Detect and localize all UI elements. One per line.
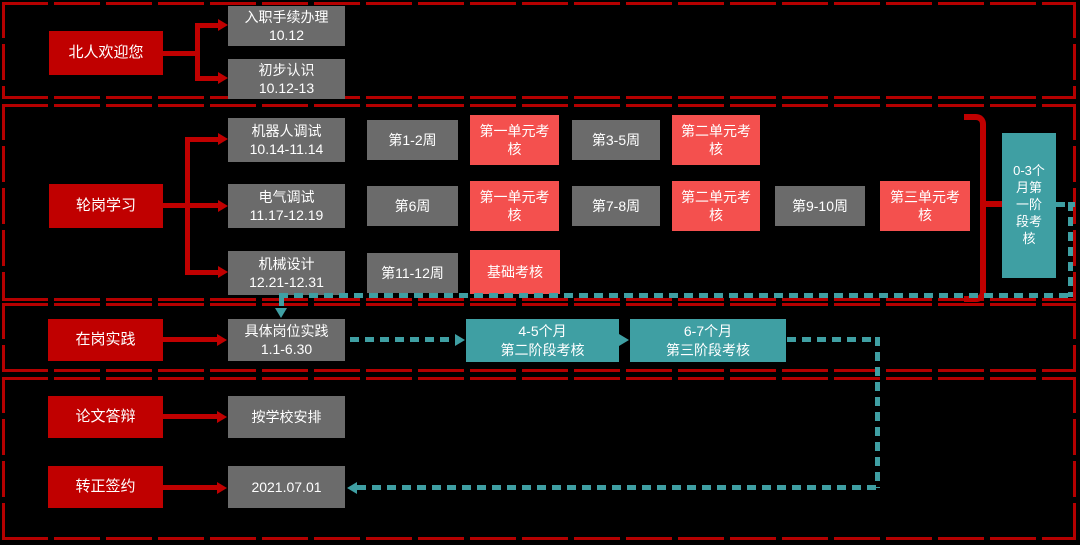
- course-electric-box: 电气调试 11.17-12.19: [228, 184, 345, 228]
- onboarding-box: 入职手续办理 10.12: [228, 6, 345, 46]
- contract-box: 转正签约: [48, 466, 163, 508]
- stage1-dashed-connector: [1056, 202, 1075, 207]
- stage1-assessment-box: 0-3个月第一阶段考核: [1002, 133, 1056, 278]
- week-9-10-box: 第9-10周: [775, 186, 865, 226]
- bracket-stem-line: [984, 201, 1002, 207]
- week-11-12-box: 第11-12周: [367, 253, 458, 293]
- rotation-branch-row3-line: [185, 270, 218, 275]
- school-schedule-box: 按学校安排: [228, 396, 345, 438]
- week-1-2-box: 第1-2周: [367, 120, 458, 160]
- unit1-exam-row2-box: 第一单元考核: [470, 181, 559, 231]
- rotation-branch-row2-line: [190, 203, 218, 208]
- rotation-connector-line: [163, 203, 188, 208]
- stage3-dashed-connector: [357, 485, 880, 490]
- section-frame-welcome: [2, 2, 1076, 99]
- unit2-exam-row1-box: 第二单元考核: [672, 115, 760, 165]
- onboarding-date: 10.12: [268, 27, 305, 43]
- section-frame-final: [2, 377, 1076, 540]
- course-robot-dates: 10.14-11.14: [249, 141, 324, 157]
- arrowhead-right-icon: [455, 334, 465, 346]
- unit1-exam-row1-box: 第一单元考核: [470, 115, 559, 165]
- job-practice-label: 具体岗位实践: [244, 322, 329, 339]
- arrowhead-right-icon: [218, 72, 228, 84]
- stage1-dashed-connector: [279, 297, 284, 308]
- week-3-5-box: 第3-5周: [572, 120, 660, 160]
- course-robot-label: 机器人调试: [251, 122, 322, 139]
- practice-connector-line: [163, 337, 217, 342]
- course-mechanical-label: 机械设计: [258, 255, 315, 272]
- arrowhead-down-icon: [275, 308, 287, 318]
- arrowhead-right-icon: [218, 133, 228, 145]
- course-electric-dates: 11.17-12.19: [249, 207, 324, 223]
- contract-date-box: 2021.07.01: [228, 466, 345, 508]
- rotation-label: 轮岗学习: [75, 197, 136, 215]
- arrowhead-right-icon: [217, 482, 227, 494]
- welcome-box: 北人欢迎您: [49, 31, 163, 75]
- rotation-branch-line: [185, 137, 190, 275]
- stage3-dashed-connector: [875, 337, 880, 488]
- practice-box: 在岗实践: [48, 319, 163, 361]
- arrowhead-left-icon: [347, 482, 357, 494]
- week-7-8-box: 第7-8周: [572, 186, 660, 226]
- arrowhead-right-icon: [218, 200, 228, 212]
- stage3-assessment-box: 6-7个月 第三阶段考核: [630, 319, 786, 362]
- rotation-bracket: [964, 114, 986, 302]
- contract-label: 转正签约: [75, 478, 136, 496]
- stage1-dashed-connector: [1068, 202, 1073, 297]
- rotation-branch-row1-line: [185, 137, 218, 142]
- intro-date: 10.12-13: [258, 80, 315, 96]
- welcome-label: 北人欢迎您: [68, 44, 144, 62]
- course-robot-box: 机器人调试 10.14-11.14: [228, 118, 345, 162]
- arrowhead-right-icon: [619, 334, 629, 346]
- unit3-exam-box: 第三单元考核: [880, 181, 970, 231]
- intro-label: 初步认识: [258, 61, 315, 78]
- course-electric-label: 电气调试: [258, 188, 315, 205]
- stage1-dashed-connector: [279, 293, 1073, 298]
- stage3-dashed-connector: [787, 337, 880, 342]
- arrowhead-right-icon: [218, 266, 228, 278]
- arrowhead-right-icon: [217, 334, 227, 346]
- job-practice-box: 具体岗位实践 1.1-6.30: [228, 319, 345, 361]
- job-practice-date: 1.1-6.30: [260, 341, 313, 357]
- stage2-assessment-box: 4-5个月 第二阶段考核: [466, 319, 619, 362]
- week-6-box: 第6周: [367, 186, 458, 226]
- unit2-exam-row2-box: 第二单元考核: [672, 181, 760, 231]
- welcome-branch-line: [195, 23, 200, 81]
- welcome-connector-line: [163, 51, 200, 56]
- course-mechanical-box: 机械设计 12.21-12.31: [228, 251, 345, 295]
- rotation-box: 轮岗学习: [49, 184, 163, 228]
- welcome-branch-top-line: [195, 23, 218, 28]
- arrowhead-right-icon: [218, 19, 228, 31]
- contract-connector-line: [163, 485, 217, 490]
- course-mechanical-dates: 12.21-12.31: [249, 274, 324, 290]
- practice-dashed-connector: [350, 337, 455, 342]
- thesis-connector-line: [163, 414, 217, 419]
- welcome-branch-bottom-line: [195, 76, 218, 81]
- intro-box: 初步认识 10.12-13: [228, 59, 345, 99]
- basic-exam-box: 基础考核: [470, 250, 560, 294]
- thesis-box: 论文答辩: [48, 396, 163, 438]
- arrowhead-right-icon: [217, 411, 227, 423]
- thesis-label: 论文答辩: [75, 408, 136, 426]
- practice-label: 在岗实践: [75, 331, 136, 349]
- onboarding-label: 入职手续办理: [244, 8, 329, 25]
